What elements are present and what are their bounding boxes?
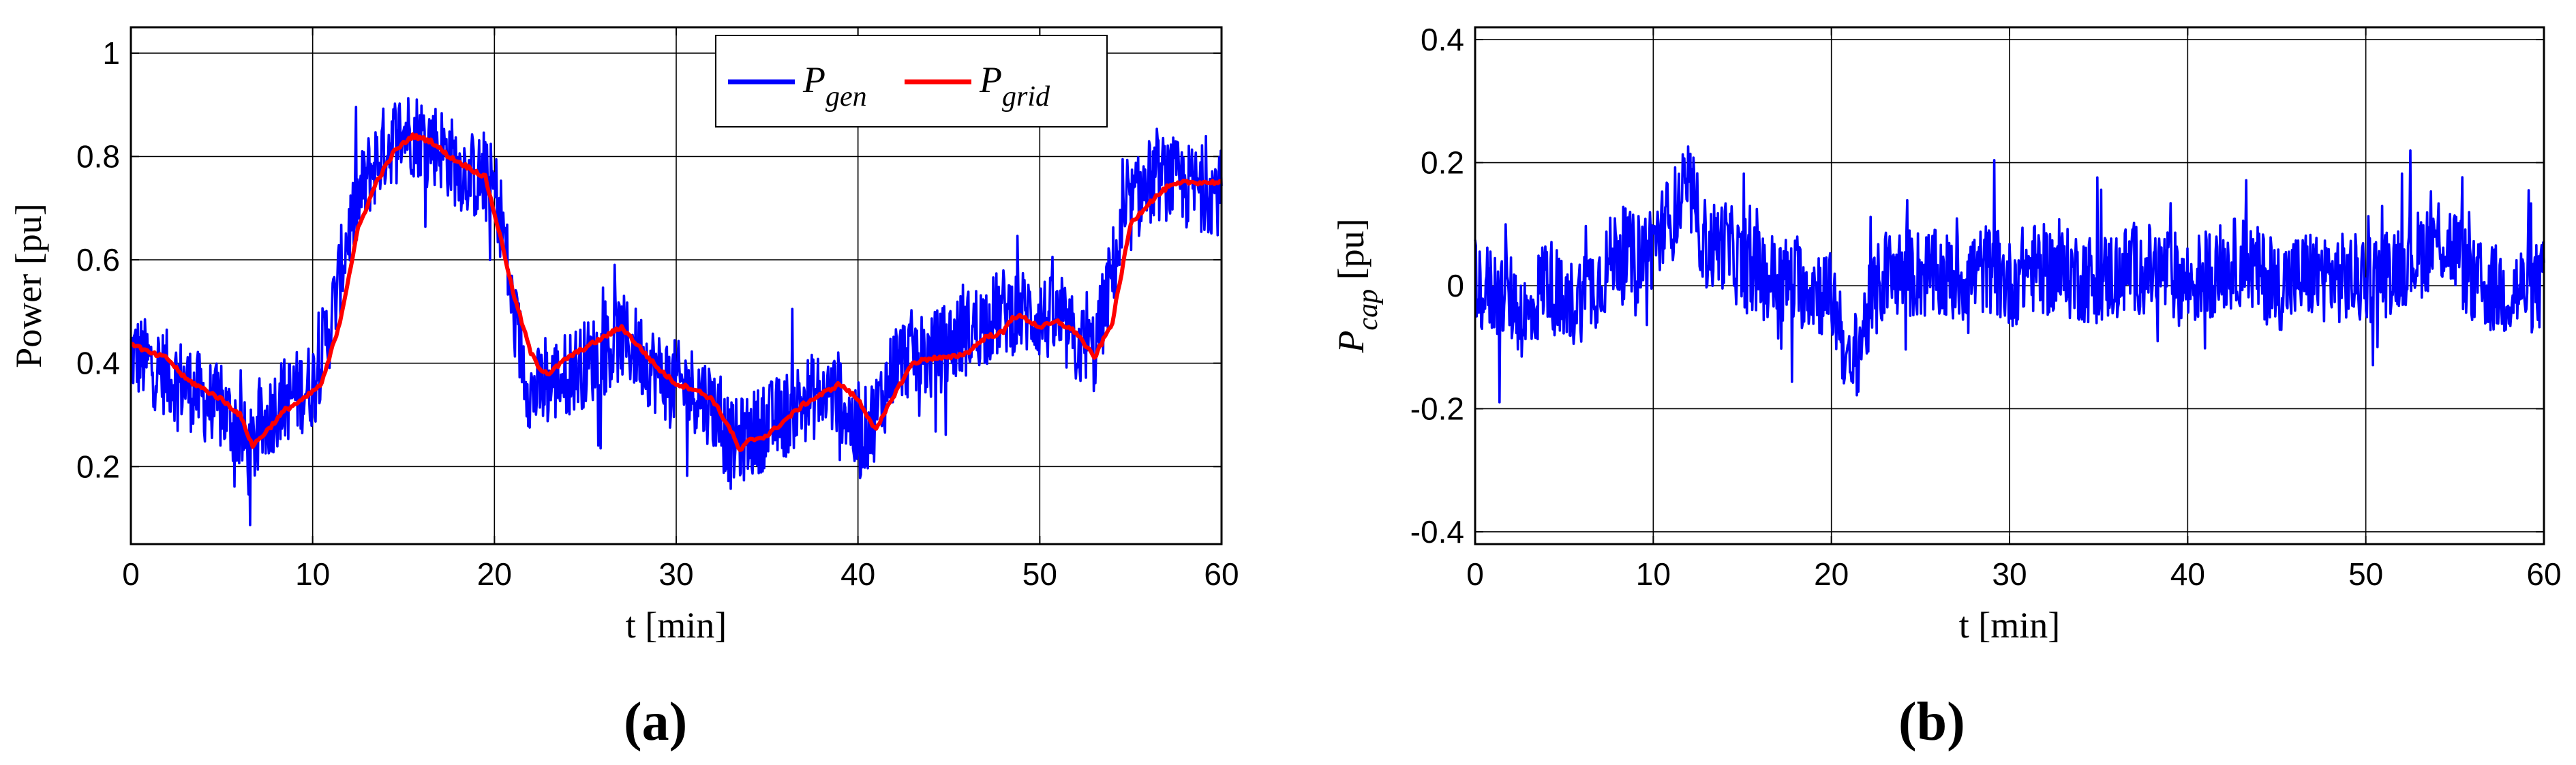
plot-frame-a [130,26,1223,545]
x-axis-label-a: t [min] [626,605,727,646]
y-tick-label: -0.4 [1410,514,1464,550]
y-tick-label: 0.8 [76,139,120,175]
plot-frame-b [1474,26,2545,545]
x-tick-label: 10 [295,556,330,592]
legend-grid-label: Pgrid [979,59,1050,112]
lines-a [130,97,1223,526]
y-tick-label: 0.4 [1421,22,1464,57]
x-tick-label: 60 [1204,556,1239,592]
lines-b [1474,145,2545,404]
x-tick-label: 40 [2170,556,2205,592]
y-tick-label: 0 [1446,268,1464,303]
x-tick-label: 0 [1466,556,1484,592]
x-tick-label: 40 [840,556,875,592]
x-tick-label: 50 [1022,556,1057,592]
x-tick-label: 30 [658,556,693,592]
series-line-p-grid [130,132,1223,452]
ticks-b: 0 10 20 30 40 50 60 -0.4 -0.2 0 0.2 0.4 [1410,22,2562,592]
x-tick-label: 0 [122,556,140,592]
x-tick-label: 30 [1992,556,2027,592]
y-tick-label: 0.4 [76,346,120,381]
x-tick-label: 10 [1636,556,1671,592]
legend-a: Pgen Pgrid [715,35,1108,127]
panel-label-a: (a) [624,692,687,752]
y-axis-label-a: Power [pu] [8,203,49,368]
y-axis-label-b: Pcap [pu] [1331,218,1384,353]
x-axis-label-b: t [min] [1959,605,2060,646]
y-tick-label: -0.2 [1410,391,1464,426]
y-tick-label: 0.6 [76,242,120,278]
chart-a: 0 10 20 30 40 50 60 0.2 0.4 0.6 0.8 1 Pgen Pgrid t … [8,26,1239,752]
x-tick-label: 50 [2348,556,2383,592]
chart-b: 0 10 20 30 40 50 60 -0.4 -0.2 0 0.2 0.4 t [min] Pca… [1331,22,2562,752]
x-tick-label: 20 [477,556,512,592]
panel-label-b: (b) [1898,692,1965,752]
x-tick-label: 20 [1814,556,1849,592]
y-tick-label: 0.2 [76,449,120,484]
legend-gen-label: Pgen [802,59,867,112]
x-tick-label: 60 [2526,556,2561,592]
y-tick-label: 0.2 [1421,145,1464,181]
y-tick-label: 1 [102,35,120,71]
series-line-p-cap [1474,145,2545,404]
ticks-a: 0 10 20 30 40 50 60 0.2 0.4 0.6 0.8 1 [76,27,1239,592]
